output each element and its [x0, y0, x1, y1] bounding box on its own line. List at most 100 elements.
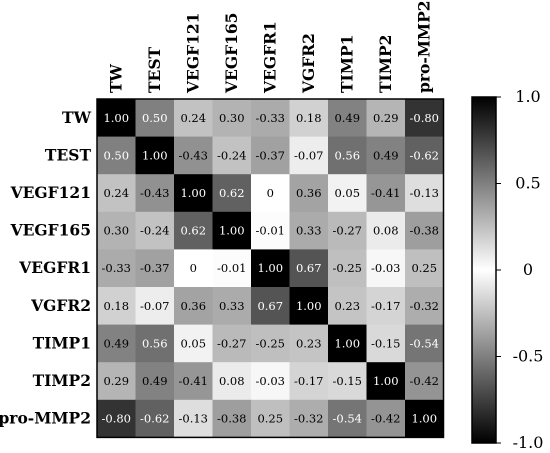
colorbar-gradient [471, 96, 497, 444]
column-label: VEGF165 [222, 13, 241, 94]
heatmap-cell [212, 362, 252, 401]
heatmap-cell [405, 287, 444, 325]
heatmap-cell [289, 174, 329, 213]
heatmap-cell [405, 399, 444, 438]
cell-value-label: -0.17 [294, 374, 324, 388]
heatmap-cell [97, 287, 136, 325]
cell-value-label: 0.30 [103, 224, 129, 238]
heatmap-cell [328, 174, 367, 213]
column-label: TW [106, 63, 125, 93]
heatmap-cell [289, 136, 329, 175]
heatmap-cell [135, 174, 175, 213]
heatmap-cell [328, 399, 367, 438]
heatmap-cell [97, 211, 136, 250]
cell-value-label: 0.67 [257, 299, 283, 313]
cell-value-label: 1.00 [334, 336, 360, 350]
row-label: VEGF165 [10, 221, 91, 240]
cell-value-label: 0.56 [334, 148, 360, 162]
cell-value-label: 0 [267, 186, 274, 200]
cell-value-label: -0.38 [217, 412, 247, 426]
heatmap-cell [405, 249, 444, 288]
row-label: VEGF121 [10, 183, 91, 202]
cell-value-label: 0.49 [103, 336, 129, 350]
heatmap-cell [97, 174, 136, 213]
row-label: pro-MMP2 [0, 409, 91, 428]
heatmap-cell [97, 362, 136, 401]
cell-value-label: -0.41 [179, 374, 209, 388]
heatmap-cell [405, 174, 444, 213]
cell-value-label: 0.49 [142, 374, 168, 388]
cell-value-label: 0.49 [373, 148, 399, 162]
cell-value-label: -0.42 [371, 412, 401, 426]
cell-value-label: -0.43 [140, 186, 170, 200]
heatmap-cell [289, 211, 329, 250]
colorbar-tick-label: -1.0 [513, 433, 544, 452]
cell-value-label: 0.23 [296, 336, 322, 350]
heatmap-cell [251, 287, 290, 325]
cell-value-label: 0.62 [180, 224, 206, 238]
cell-value-label: 0.67 [296, 261, 322, 275]
heatmap-cell [251, 174, 290, 213]
cell-value-label: 0.29 [103, 374, 129, 388]
cell-value-label: 1.00 [142, 148, 168, 162]
heatmap-cell [174, 287, 213, 325]
heatmap-cell [405, 99, 444, 137]
heatmap-cell [289, 324, 329, 363]
heatmap-cell [366, 362, 406, 401]
heatmap-cell [251, 399, 290, 438]
column-label: TIMP2 [376, 35, 395, 93]
heatmap-cell [405, 136, 444, 175]
cell-value-label: 0.49 [334, 111, 360, 125]
row-label: VGFR2 [30, 296, 91, 315]
cell-value-label: 1.00 [103, 111, 129, 125]
cell-value-label: 0.33 [296, 224, 322, 238]
heatmap-cell [135, 362, 175, 401]
heatmap-cell [405, 324, 444, 363]
cell-value-label: 0.29 [373, 111, 399, 125]
cell-value-label: -0.15 [371, 336, 401, 350]
cell-value-label: -0.54 [333, 412, 363, 426]
heatmap-cell [174, 399, 213, 438]
heatmap-cell [251, 136, 290, 175]
cell-value-label: 0.24 [103, 186, 129, 200]
column-label: pro-MMP2 [414, 0, 433, 93]
heatmap-cell [212, 99, 252, 137]
cell-value-label: -0.37 [256, 148, 286, 162]
cell-value-label: -0.07 [294, 148, 324, 162]
column-label: VGFR2 [299, 33, 318, 94]
heatmap-cell [174, 99, 213, 137]
colorbar-ticks: 1.0 0.5 0 -0.5 -1.0 [496, 87, 543, 452]
heatmap-cell [212, 136, 252, 175]
heatmap-cell [366, 174, 406, 213]
cell-value-label: -0.80 [102, 412, 132, 426]
cell-value-label: 1.00 [257, 261, 283, 275]
cell-value-label: -0.27 [333, 224, 363, 238]
heatmap-cell [251, 249, 290, 288]
cell-value-label: -0.01 [256, 224, 286, 238]
heatmap-cell [405, 362, 444, 401]
heatmap-border [96, 98, 445, 439]
cell-value-label: 1.00 [180, 186, 206, 200]
cell-value-label: 0.36 [180, 299, 206, 313]
heatmap-cell [366, 211, 406, 250]
cell-value-label: 1.00 [373, 374, 399, 388]
cell-value-label: -0.13 [410, 186, 440, 200]
heatmap-cell [328, 136, 367, 175]
cell-value-label: 0.23 [334, 299, 360, 313]
cell-value-label: -0.42 [410, 374, 440, 388]
colorbar-tick-label: 0.5 [515, 174, 540, 193]
heatmap-cell [328, 362, 367, 401]
row-label: TIMP2 [33, 371, 91, 390]
row-label: TEST [45, 145, 92, 164]
cell-value-label: 0.05 [180, 336, 206, 350]
cell-value-label: -0.17 [371, 299, 401, 313]
cell-value-label: -0.27 [217, 336, 247, 350]
heatmap-cell [328, 249, 367, 288]
heatmap-cell [251, 362, 290, 401]
cell-value-label: -0.03 [256, 374, 286, 388]
cell-value-label: 0.08 [219, 374, 245, 388]
heatmap-cell [97, 99, 136, 137]
cell-value-label: -0.54 [410, 336, 440, 350]
cell-value-label: 0.33 [219, 299, 245, 313]
